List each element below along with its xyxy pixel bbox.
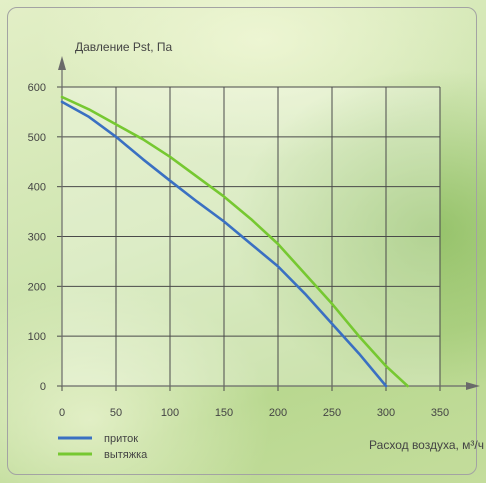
x-tick-label: 350 [431, 407, 449, 419]
x-axis-arrow [466, 382, 480, 390]
x-tick-label: 200 [269, 407, 287, 419]
x-axis-label: Расход воздуха, м³/ч [369, 438, 484, 452]
chart-axes [57, 56, 480, 391]
x-tick-label: 50 [110, 407, 122, 419]
legend-label: приток [104, 433, 138, 445]
x-tick-label: 150 [215, 407, 233, 419]
series-line-1 [60, 100, 388, 388]
y-tick-label: 600 [28, 82, 46, 94]
legend: приток вытяжка [58, 433, 148, 461]
series-line-2 [60, 95, 409, 388]
x-tick-label: 300 [377, 407, 395, 419]
y-axis-arrow [58, 56, 66, 70]
y-tick-label: 200 [28, 281, 46, 293]
tick-labels: 0 50 100 150 200 250 300 350 0 100 200 300 400 500 600 [28, 82, 450, 419]
x-tick-label: 100 [161, 407, 179, 419]
chart-frame [7, 7, 477, 475]
y-tick-label: 400 [28, 182, 46, 194]
legend-label: вытяжка [104, 449, 148, 461]
series-lines [60, 95, 409, 388]
y-tick-label: 300 [28, 232, 46, 244]
y-tick-label: 500 [28, 132, 46, 144]
y-tick-label: 100 [28, 331, 46, 343]
x-tick-label: 250 [323, 407, 341, 419]
y-tick-label: 0 [40, 381, 46, 393]
x-tick-label: 0 [59, 407, 65, 419]
chart-grid [62, 86, 441, 386]
y-axis-label: Давление Pst, Па [75, 40, 173, 54]
